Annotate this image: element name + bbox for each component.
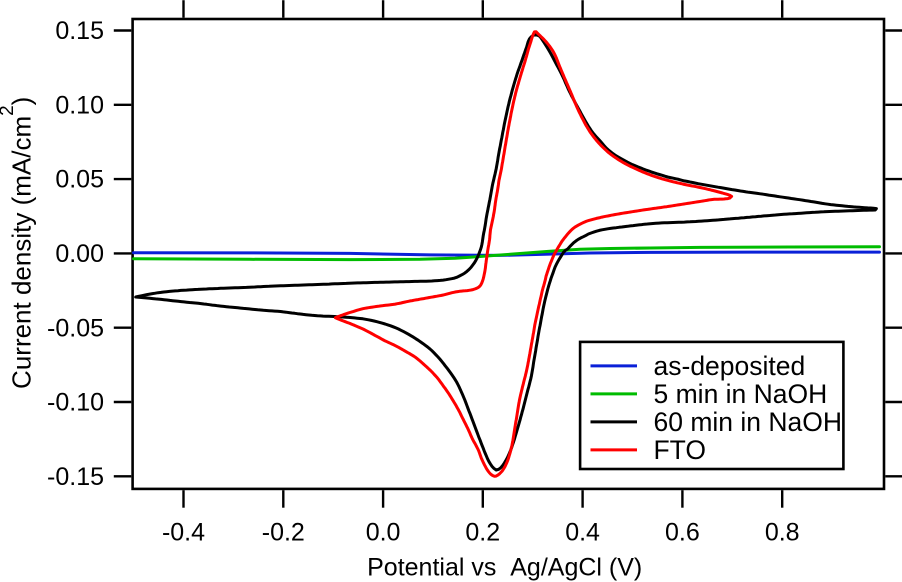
svg-text:-0.2: -0.2 (262, 518, 305, 546)
svg-text:0.05: 0.05 (55, 166, 104, 194)
svg-text:Potential vs Ag/AgCl (V): Potential vs Ag/AgCl (V) (367, 554, 642, 582)
svg-text:-0.05: -0.05 (47, 314, 104, 342)
svg-text:as-deposited: as-deposited (654, 351, 806, 381)
svg-text:0.15: 0.15 (55, 17, 104, 45)
svg-text:0.0: 0.0 (366, 518, 401, 546)
svg-text:5 min in NaOH: 5 min in NaOH (654, 379, 828, 409)
svg-text:-0.4: -0.4 (162, 518, 205, 546)
svg-text:-0.10: -0.10 (47, 389, 104, 417)
svg-text:0.8: 0.8 (765, 518, 800, 546)
svg-text:0.2: 0.2 (465, 518, 500, 546)
svg-text:0.6: 0.6 (665, 518, 700, 546)
svg-text:Current density (mA/cm2): Current density (mA/cm2) (0, 97, 36, 389)
svg-text:60 min in NaOH: 60 min in NaOH (654, 407, 843, 437)
svg-text:0.00: 0.00 (55, 240, 104, 268)
svg-text:-0.15: -0.15 (47, 463, 104, 491)
svg-text:0.10: 0.10 (55, 91, 104, 119)
svg-text:FTO: FTO (654, 435, 707, 465)
svg-text:0.4: 0.4 (565, 518, 600, 546)
